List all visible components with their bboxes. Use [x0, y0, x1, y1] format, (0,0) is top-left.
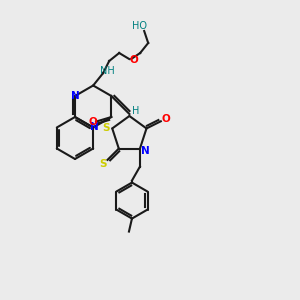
Text: O: O [161, 114, 170, 124]
Text: HO: HO [132, 21, 147, 31]
Text: N: N [90, 122, 99, 133]
Text: O: O [89, 117, 98, 127]
Text: N: N [141, 146, 149, 156]
Text: S: S [103, 123, 110, 134]
Text: NH: NH [100, 66, 115, 76]
Text: H: H [132, 106, 139, 116]
Text: S: S [100, 159, 107, 169]
Text: O: O [130, 55, 139, 65]
Text: N: N [70, 91, 80, 101]
